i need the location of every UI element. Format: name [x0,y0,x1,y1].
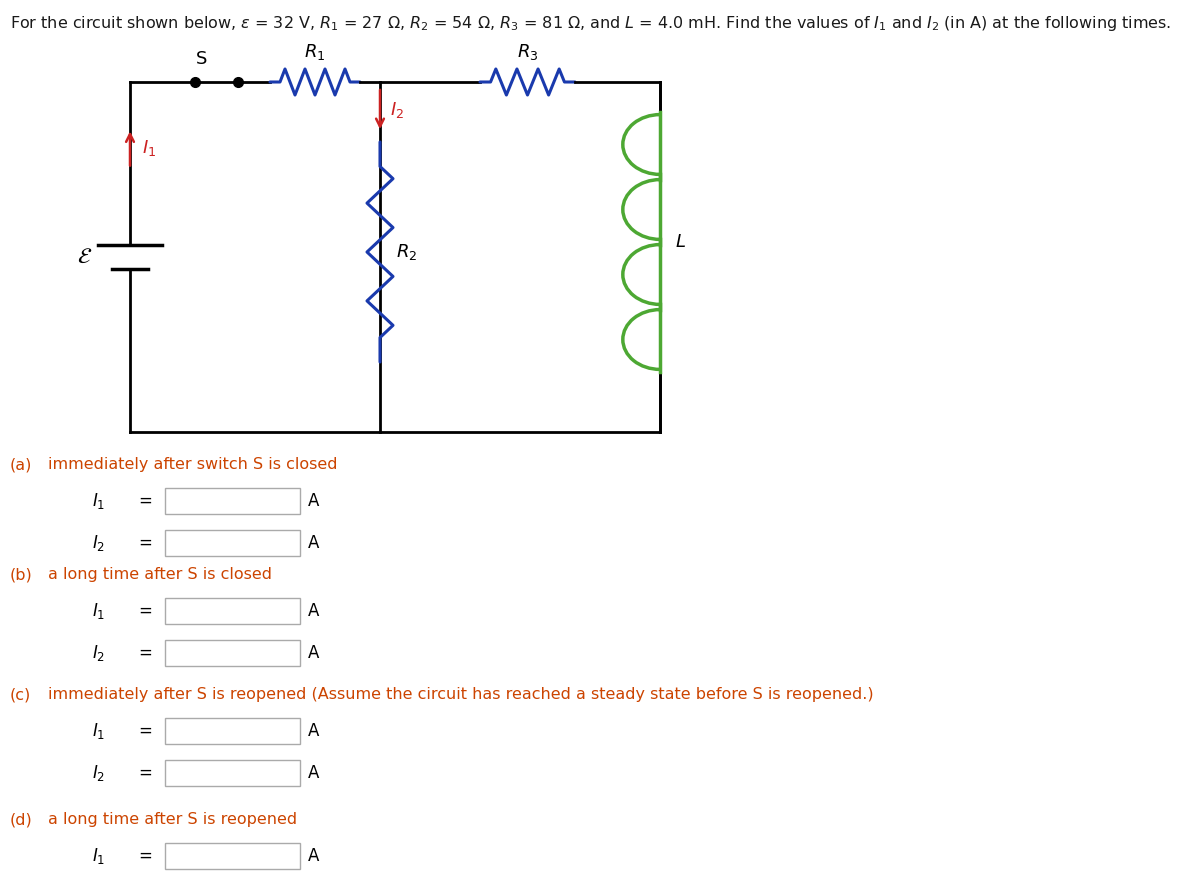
Text: A: A [308,492,319,510]
Text: $\mathit{I}_1$: $\mathit{I}_1$ [142,139,156,159]
FancyBboxPatch shape [166,718,300,744]
Text: =: = [138,602,152,620]
Text: A: A [308,534,319,552]
Text: $\mathit{R}_3$: $\mathit{R}_3$ [517,42,539,62]
Text: A: A [308,764,319,782]
Text: a long time after S is closed: a long time after S is closed [48,567,272,582]
Text: =: = [138,847,152,865]
Text: =: = [138,644,152,662]
Text: =: = [138,492,152,510]
Text: (a): (a) [10,457,32,472]
Text: A: A [308,722,319,740]
Text: $\mathit{I}_2$: $\mathit{I}_2$ [92,643,106,663]
FancyBboxPatch shape [166,530,300,556]
Text: =: = [138,534,152,552]
Text: a long time after S is reopened: a long time after S is reopened [48,812,298,827]
Text: $\mathcal{E}$: $\mathcal{E}$ [77,247,92,267]
Text: S: S [196,50,208,68]
Text: (b): (b) [10,567,32,582]
FancyBboxPatch shape [166,843,300,869]
Text: For the circuit shown below, $\mathit{\varepsilon}$ = 32 V, $\mathit{R}_1$ = 27 : For the circuit shown below, $\mathit{\v… [10,14,1171,33]
Text: =: = [138,764,152,782]
Text: $\mathit{R}_2$: $\mathit{R}_2$ [396,242,418,262]
Text: =: = [138,722,152,740]
Text: $\mathit{I}_1$: $\mathit{I}_1$ [91,601,106,621]
Text: $\mathit{I}_1$: $\mathit{I}_1$ [91,846,106,866]
FancyBboxPatch shape [166,488,300,514]
Text: $\mathit{R}_1$: $\mathit{R}_1$ [305,42,325,62]
Text: $\mathit{I}_2$: $\mathit{I}_2$ [92,533,106,553]
Text: $\mathit{L}$: $\mathit{L}$ [674,233,686,251]
Text: A: A [308,602,319,620]
Text: A: A [308,847,319,865]
FancyBboxPatch shape [166,760,300,786]
Text: $\mathit{I}_2$: $\mathit{I}_2$ [390,99,404,119]
Text: immediately after switch S is closed: immediately after switch S is closed [48,457,337,472]
Text: $\mathit{I}_2$: $\mathit{I}_2$ [92,763,106,783]
Text: $\mathit{I}_1$: $\mathit{I}_1$ [91,491,106,511]
Text: immediately after S is reopened (Assume the circuit has reached a steady state b: immediately after S is reopened (Assume … [48,687,874,702]
Text: (d): (d) [10,812,32,827]
FancyBboxPatch shape [166,598,300,624]
FancyBboxPatch shape [166,640,300,666]
Text: A: A [308,644,319,662]
Text: $\mathit{I}_1$: $\mathit{I}_1$ [91,721,106,741]
Text: (c): (c) [10,687,31,702]
